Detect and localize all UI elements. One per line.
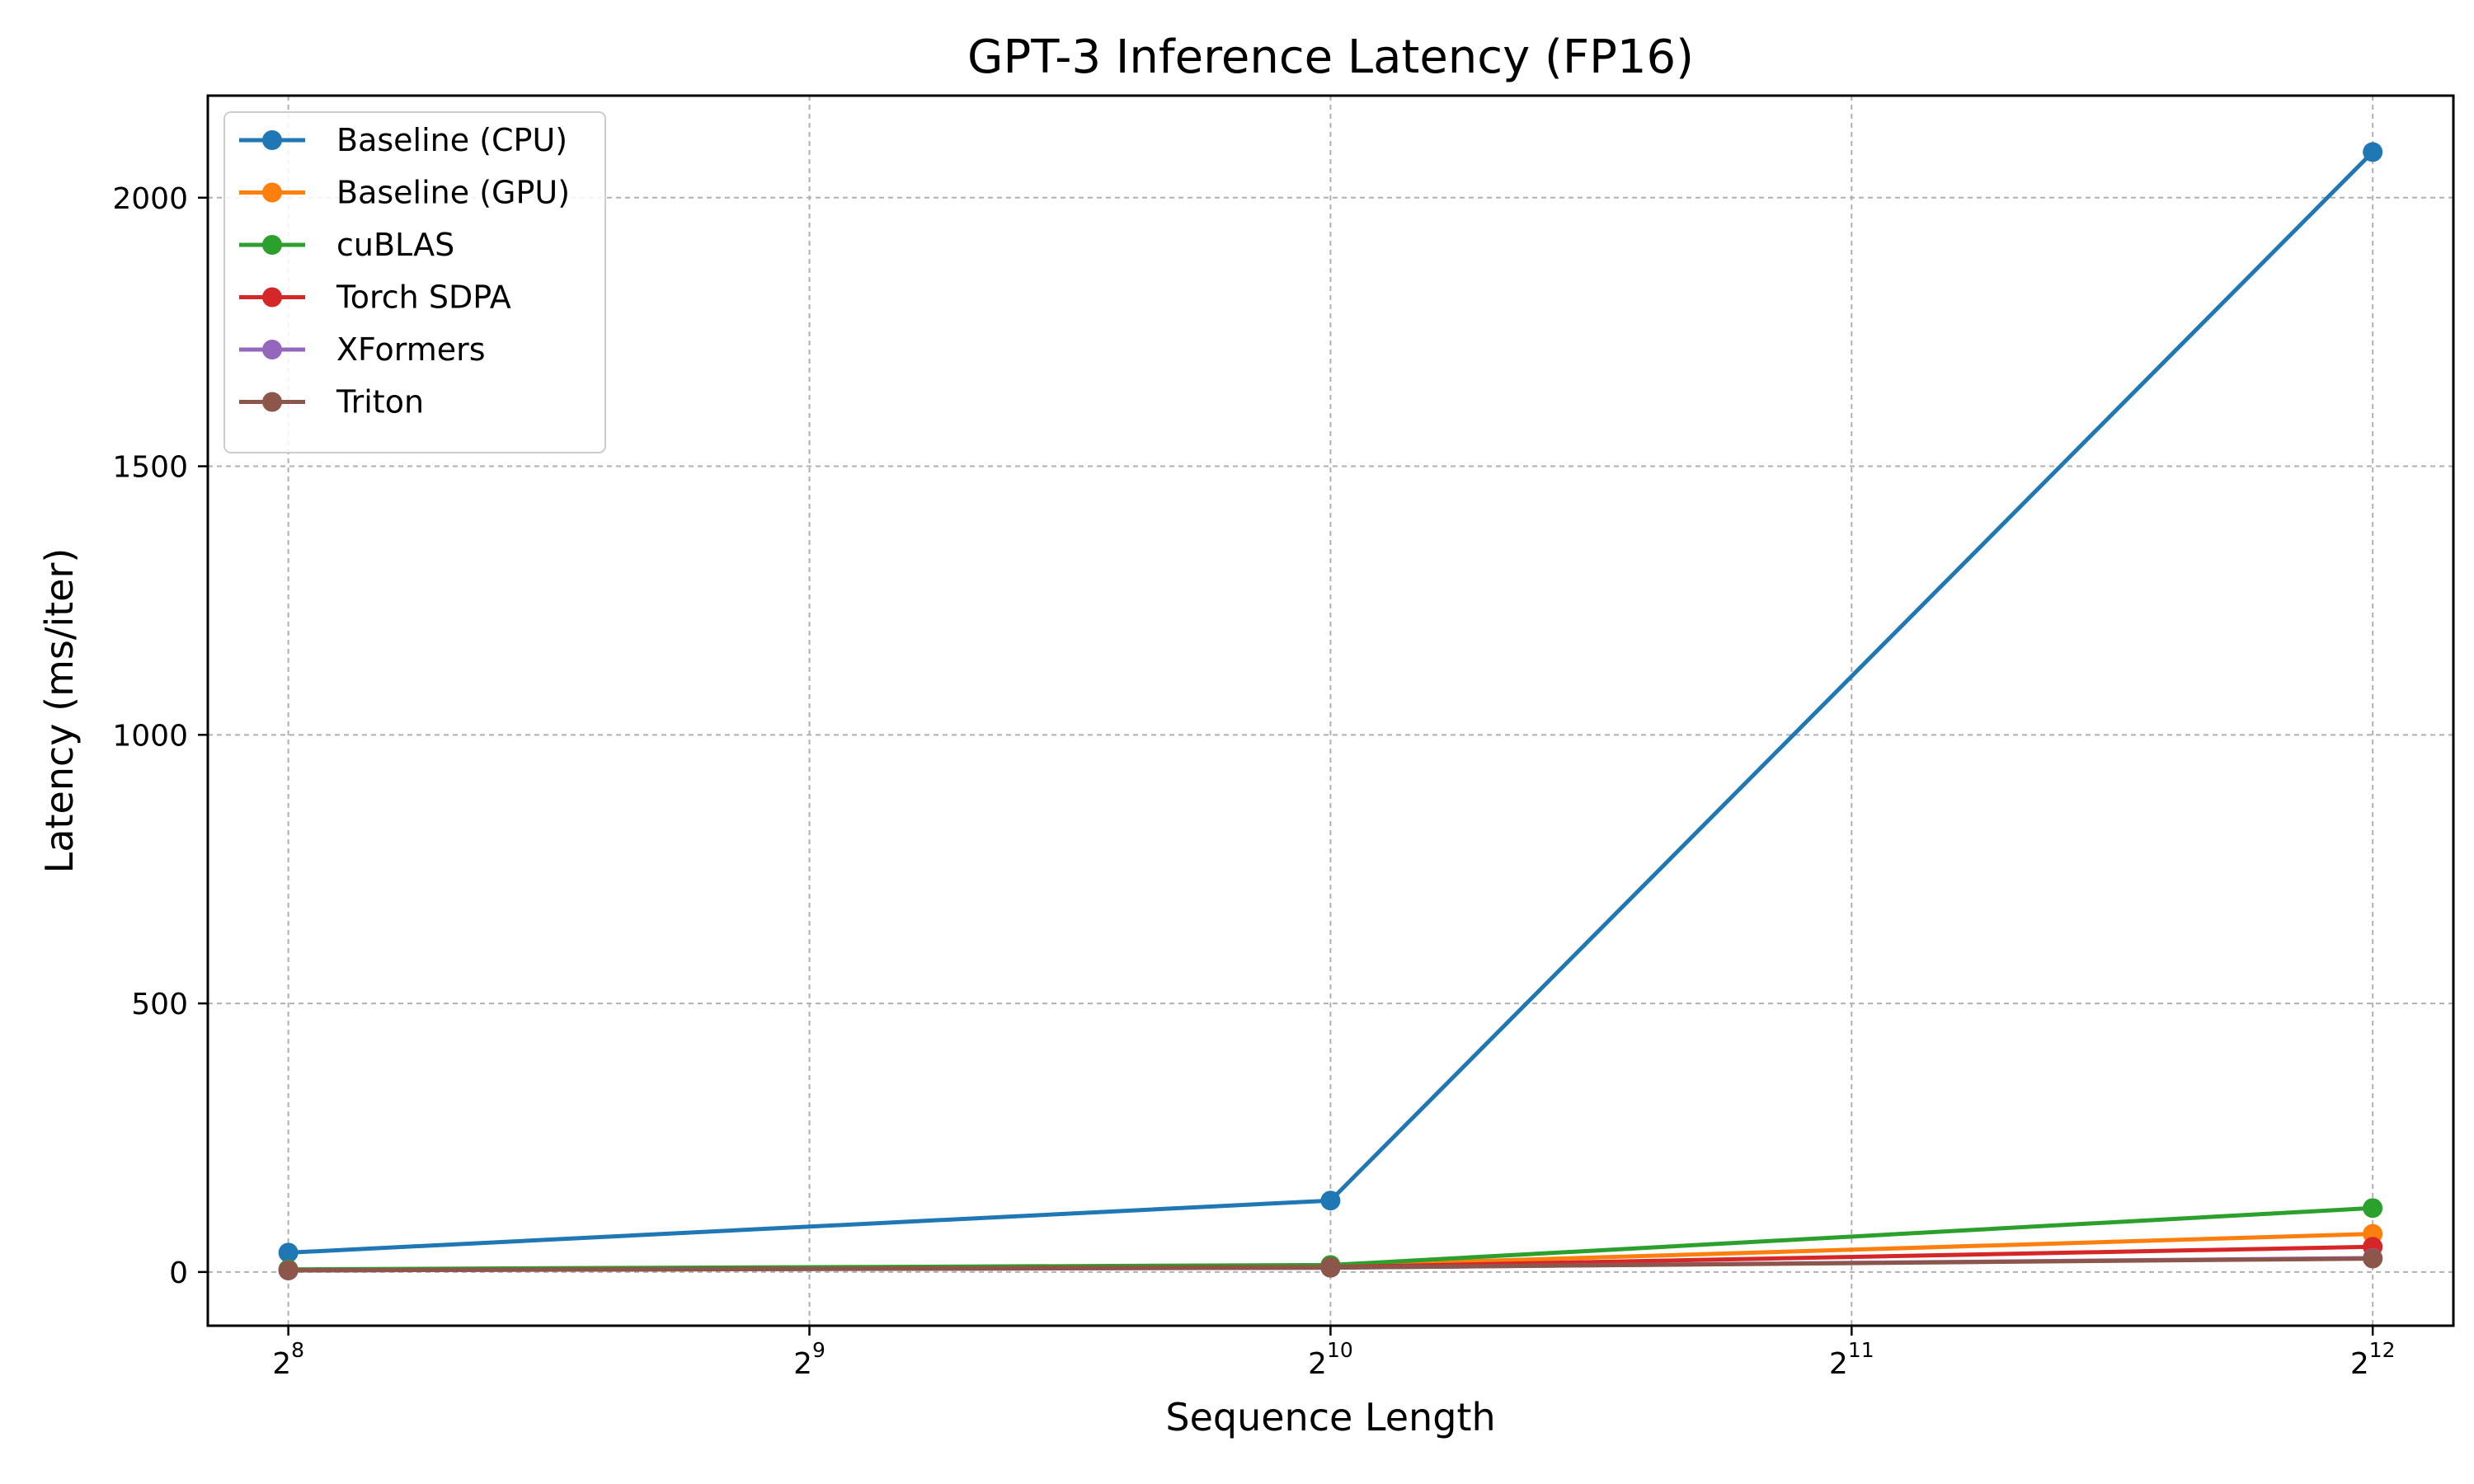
legend-swatch-marker	[262, 130, 282, 150]
data-point	[2363, 1198, 2383, 1219]
y-tick-label: 1500	[112, 451, 188, 485]
legend-label: Torch SDPA	[336, 279, 511, 316]
data-point	[1320, 1257, 1341, 1278]
legend-box	[223, 111, 606, 453]
y-axis-ticks: 0 500 1000 1500 2000	[112, 182, 208, 1290]
data-point	[278, 1260, 299, 1280]
data-point	[1320, 1190, 1341, 1211]
x-tick-label: 28	[272, 1338, 304, 1381]
series-5	[278, 1248, 2383, 1280]
legend-swatch-marker	[262, 340, 282, 359]
y-tick-label: 500	[131, 988, 188, 1021]
legend-label: Baseline (CPU)	[336, 122, 567, 158]
legend-swatch-marker	[262, 235, 282, 255]
legend-label: XFormers	[336, 331, 486, 368]
x-tick-label: 210	[1308, 1338, 1353, 1381]
legend-entry: Baseline (CPU)	[239, 122, 567, 158]
legend-entry: cuBLAS	[239, 227, 454, 263]
legend: Baseline (CPU) Baseline (GPU) cuBLAS Torch …	[223, 111, 606, 453]
legend-label: cuBLAS	[336, 227, 454, 263]
legend-entry: Torch SDPA	[239, 279, 511, 316]
x-axis-label: Sequence Length	[1165, 1395, 1495, 1439]
legend-entry: XFormers	[239, 331, 486, 368]
y-axis-label: Latency (ms/iter)	[37, 548, 82, 874]
legend-swatch-marker	[262, 182, 282, 203]
data-point	[278, 1242, 299, 1263]
y-tick-label: 0	[169, 1256, 188, 1290]
data-point	[2363, 1248, 2383, 1269]
data-point	[2363, 142, 2383, 162]
x-axis-ticks: 28 29 210 211 212	[272, 1326, 2396, 1381]
x-tick-label: 29	[793, 1338, 825, 1381]
legend-swatch-marker	[262, 392, 282, 412]
legend-label: Baseline (GPU)	[336, 175, 570, 211]
y-tick-label: 2000	[112, 182, 188, 216]
x-tick-label: 212	[2350, 1338, 2396, 1381]
chart-title: GPT-3 Inference Latency (FP16)	[967, 31, 1694, 84]
grid	[208, 96, 2453, 1326]
y-tick-label: 1000	[112, 719, 188, 753]
legend-entry: Triton	[239, 384, 424, 420]
series-0	[278, 142, 2383, 1263]
legend-entry: Baseline (GPU)	[239, 175, 570, 211]
legend-swatch-marker	[262, 287, 282, 308]
series-layer	[278, 142, 2383, 1280]
legend-label: Triton	[336, 384, 424, 420]
x-tick-label: 211	[1829, 1338, 1874, 1381]
